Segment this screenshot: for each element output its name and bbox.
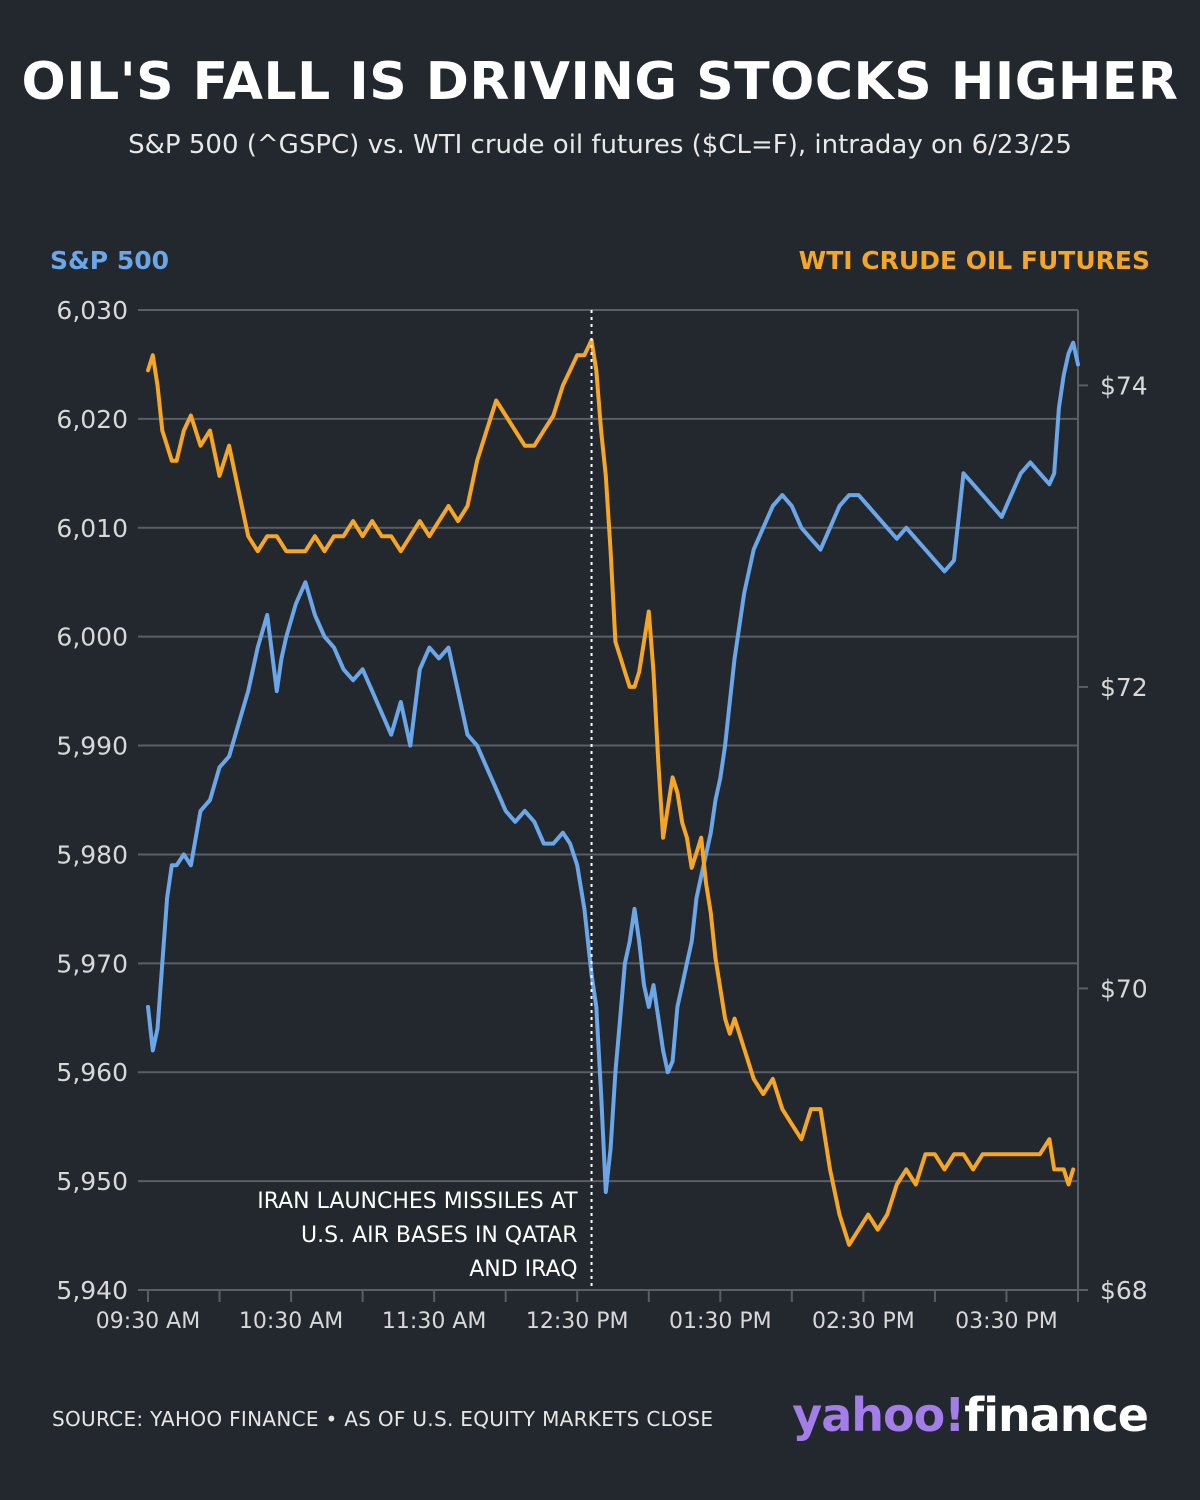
left-tick-label: 6,030 bbox=[56, 296, 128, 325]
left-tick-label: 6,000 bbox=[56, 623, 128, 652]
right-axis-title: WTI CRUDE OIL FUTURES bbox=[798, 246, 1150, 275]
x-tick-label: 09:30 AM bbox=[96, 1309, 200, 1334]
left-tick-label: 5,980 bbox=[56, 840, 128, 869]
yahoo-finance-logo: yahoo!finance bbox=[792, 1388, 1149, 1442]
left-tick-label: 5,960 bbox=[56, 1058, 128, 1087]
left-axis-title: S&P 500 bbox=[50, 246, 170, 275]
event-annotation-line: IRAN LAUNCHES MISSILES AT bbox=[257, 1189, 578, 1214]
x-tick-label: 02:30 PM bbox=[812, 1309, 915, 1334]
left-tick-label: 6,010 bbox=[56, 514, 128, 543]
right-tick-label: $72 bbox=[1100, 673, 1148, 702]
left-tick-label: 6,020 bbox=[56, 405, 128, 434]
x-tick-label: 12:30 PM bbox=[526, 1309, 629, 1334]
sp500-line bbox=[146, 340, 1080, 1194]
wti-line bbox=[146, 338, 1076, 1247]
logo-finance: finance bbox=[964, 1388, 1149, 1442]
left-tick-label: 5,970 bbox=[56, 949, 128, 978]
event-annotation-line: U.S. AIR BASES IN QATAR bbox=[301, 1223, 578, 1248]
x-tick-label: 03:30 PM bbox=[955, 1309, 1058, 1334]
right-tick-label: $70 bbox=[1100, 974, 1148, 1003]
footer-source: SOURCE: YAHOO FINANCE • AS OF U.S. EQUIT… bbox=[52, 1407, 714, 1431]
left-tick-label: 5,940 bbox=[56, 1276, 128, 1305]
chart-subtitle: S&P 500 (^GSPC) vs. WTI crude oil future… bbox=[128, 130, 1072, 160]
right-tick-label: $68 bbox=[1100, 1276, 1148, 1305]
x-tick-label: 01:30 PM bbox=[669, 1309, 772, 1334]
logo-yahoo: yahoo! bbox=[792, 1388, 965, 1442]
right-tick-label: $74 bbox=[1100, 371, 1148, 400]
left-tick-label: 5,990 bbox=[56, 732, 128, 761]
x-tick-label: 11:30 AM bbox=[382, 1309, 486, 1334]
left-tick-label: 5,950 bbox=[56, 1167, 128, 1196]
chart-title: OIL'S FALL IS DRIVING STOCKS HIGHER bbox=[21, 52, 1179, 112]
event-annotation-line: AND IRAQ bbox=[469, 1257, 577, 1282]
x-tick-label: 10:30 AM bbox=[239, 1309, 343, 1334]
